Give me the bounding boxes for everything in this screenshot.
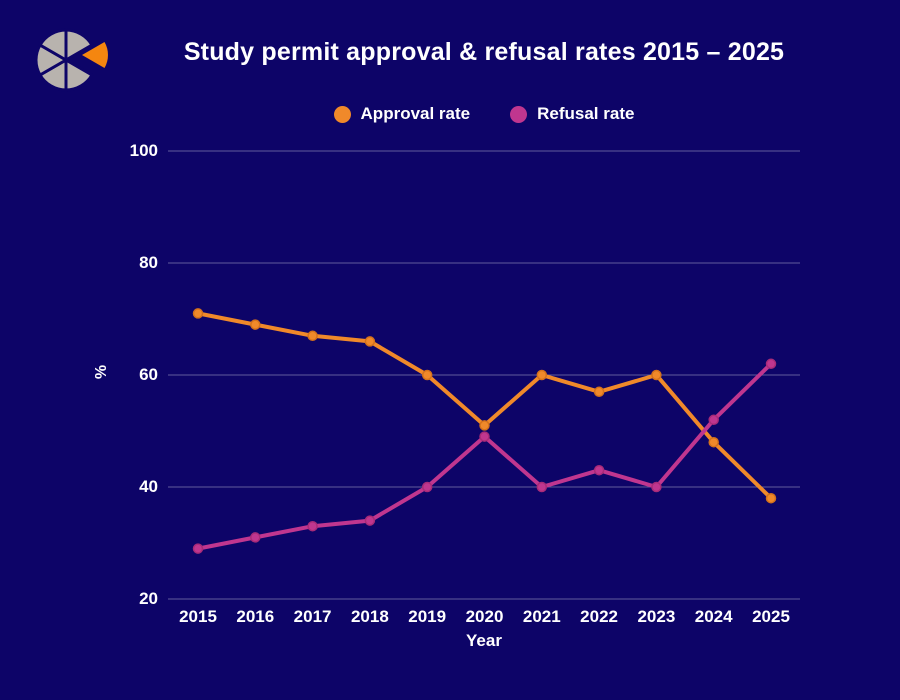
chart-legend: Approval rate Refusal rate	[0, 104, 900, 124]
data-point-marker	[536, 481, 548, 493]
data-point-marker	[364, 336, 376, 347]
data-point-marker	[250, 319, 261, 330]
data-point-marker	[651, 369, 662, 381]
data-point-marker	[421, 481, 433, 493]
data-point-marker	[765, 492, 777, 504]
y-tick-label: 80	[139, 253, 158, 272]
x-tick-label: 2019	[408, 607, 447, 626]
refusal-rate-line	[196, 361, 773, 551]
x-tick-label: 2025	[752, 607, 790, 626]
data-point-marker	[708, 414, 719, 426]
x-axis-label: Year	[466, 631, 502, 650]
x-tick-label: 2022	[580, 607, 618, 626]
legend-item-approval: Approval rate	[333, 104, 471, 124]
data-point-marker	[307, 330, 318, 342]
data-point-marker	[593, 464, 605, 476]
approval-rate-line	[196, 311, 773, 501]
data-point-marker	[708, 436, 719, 448]
y-axis-label: %	[93, 364, 110, 380]
logo-accent-wedge	[82, 42, 108, 68]
chart-title: Study permit approval & refusal rates 20…	[183, 38, 785, 66]
refusal-legend-dot-icon	[510, 105, 528, 123]
logo-wedge	[64, 28, 94, 62]
x-tick-label: 2016	[236, 607, 275, 626]
x-tick-label: 2018	[350, 607, 389, 626]
legend-item-refusal: Refusal rate	[510, 104, 634, 124]
approval-legend-dot-icon	[333, 105, 351, 123]
legend-label: Approval rate	[360, 104, 471, 123]
data-point-marker	[364, 515, 376, 526]
data-point-marker	[536, 369, 548, 381]
y-tick-label: 60	[139, 365, 158, 384]
x-tick-label: 2015	[179, 607, 217, 626]
y-tick-label: 20	[139, 589, 158, 608]
data-point-marker	[421, 369, 433, 381]
legend-label: Refusal rate	[537, 104, 635, 123]
data-point-marker	[250, 532, 261, 543]
y-tick-label: 100	[129, 141, 158, 160]
y-tick-label: 40	[139, 477, 158, 496]
data-point-marker	[765, 358, 777, 370]
pie-wheel-logo-icon	[34, 28, 108, 92]
data-point-marker	[593, 386, 605, 398]
data-point-marker	[651, 481, 662, 493]
data-point-marker	[479, 420, 490, 431]
x-tick-label: 2020	[465, 607, 504, 626]
data-point-marker	[192, 308, 204, 319]
data-point-marker	[192, 543, 204, 554]
x-tick-label: 2017	[293, 607, 332, 626]
x-tick-label: 2021	[522, 607, 561, 626]
x-tick-label: 2023	[637, 607, 676, 626]
x-tick-label: 2024	[694, 607, 733, 626]
data-point-marker	[307, 520, 318, 532]
data-point-marker	[479, 431, 490, 442]
